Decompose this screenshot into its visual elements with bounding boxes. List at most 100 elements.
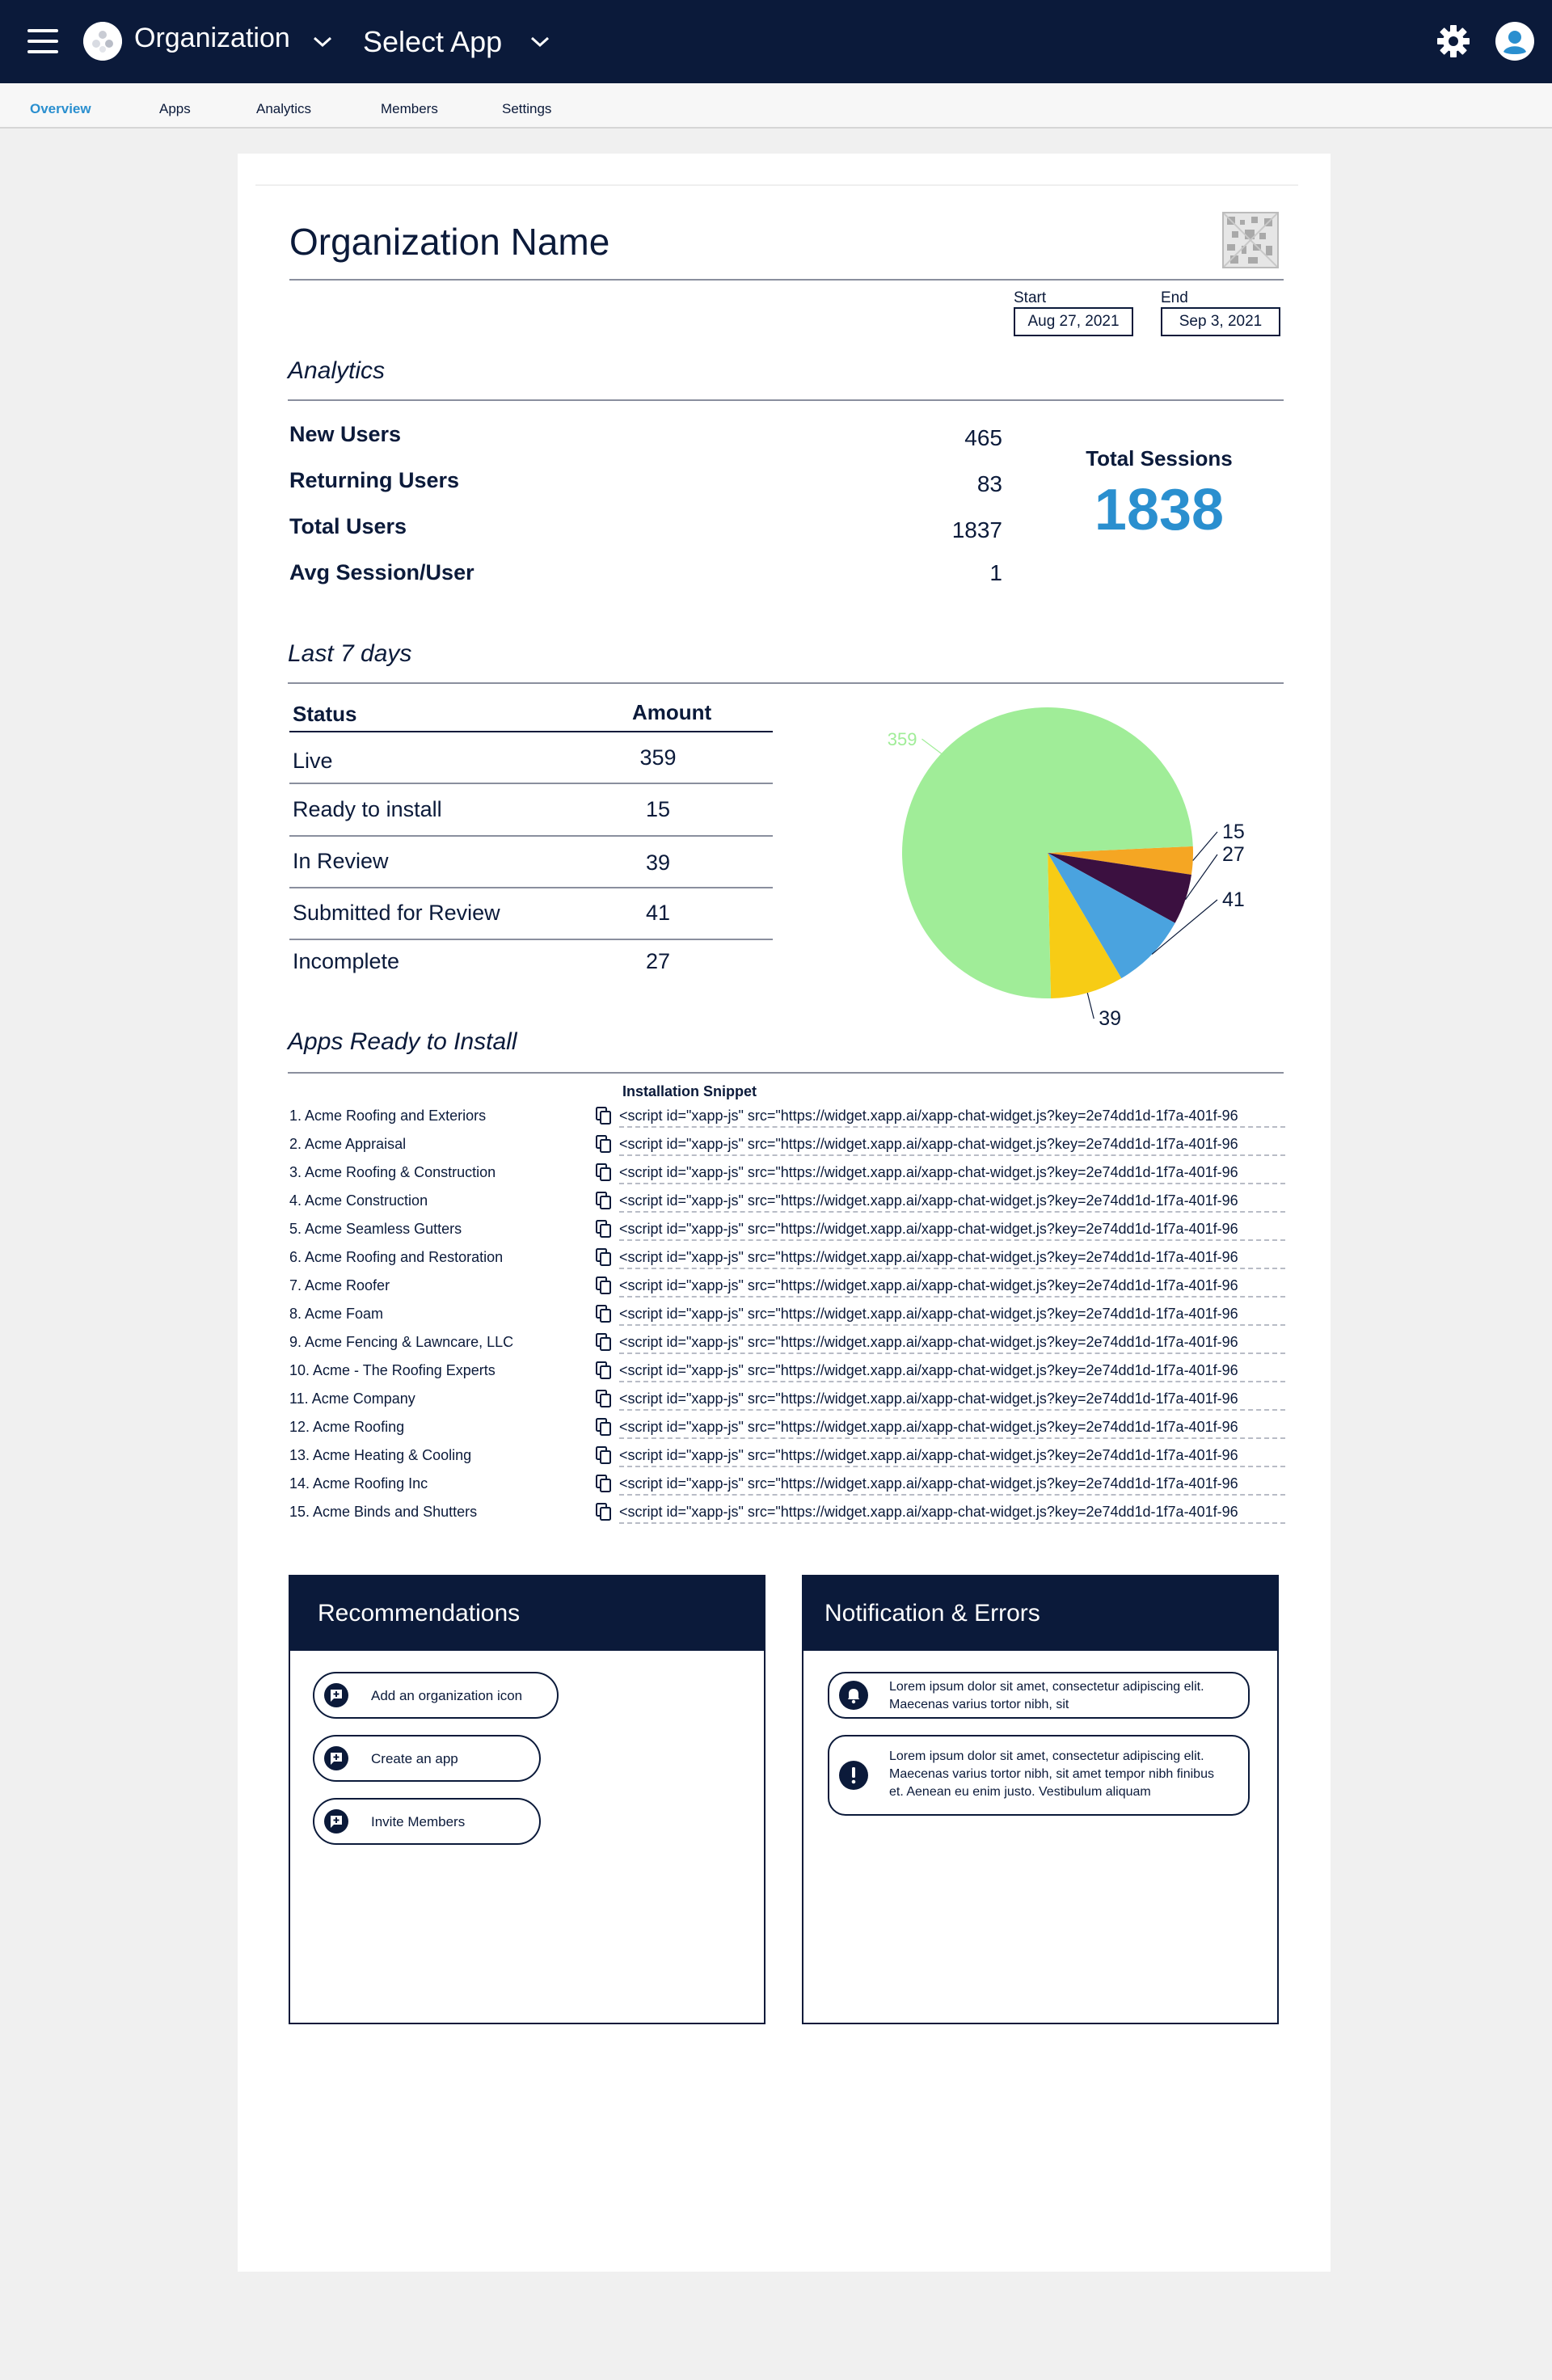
organization-logo[interactable]: [83, 22, 122, 61]
installation-snippet[interactable]: <script id="xapp-js" src="https://widget…: [619, 1447, 1285, 1467]
app-name: 13. Acme Heating & Cooling: [289, 1447, 472, 1463]
chevron-down-icon[interactable]: [311, 34, 334, 50]
pie-slice: [902, 707, 1193, 998]
qr-code-image[interactable]: [1222, 212, 1279, 268]
tab-apps[interactable]: Apps: [159, 101, 191, 116]
metric-avg-session-value: 1: [989, 560, 1002, 585]
installation-snippet[interactable]: <script id="xapp-js" src="https://widget…: [619, 1277, 1285, 1298]
notification-item[interactable]: Lorem ipsum dolor sit amet, consectetur …: [828, 1672, 1250, 1719]
installation-snippet[interactable]: <script id="xapp-js" src="https://widget…: [619, 1249, 1285, 1269]
pie-data-label: 27: [1222, 843, 1245, 866]
menu-icon[interactable]: [27, 29, 58, 53]
table-divider: [289, 939, 773, 940]
installation-snippet[interactable]: <script id="xapp-js" src="https://widget…: [619, 1419, 1285, 1439]
metric-returning-users-value: 83: [976, 471, 1002, 496]
copy-icon[interactable]: [595, 1304, 613, 1323]
app-name: 14. Acme Roofing Inc: [289, 1475, 428, 1492]
tab-overview[interactable]: Overview: [30, 101, 91, 116]
total-sessions-value: 1838: [1094, 478, 1225, 542]
pie-data-label: 41: [1222, 888, 1245, 911]
select-app-dropdown[interactable]: Select App: [363, 25, 503, 58]
installation-snippet[interactable]: <script id="xapp-js" src="https://widget…: [619, 1475, 1285, 1496]
metric-new-users-label: New Users: [289, 422, 402, 446]
divider: [289, 279, 1284, 281]
installation-snippet[interactable]: <script id="xapp-js" src="https://widget…: [619, 1362, 1285, 1382]
copy-icon[interactable]: [595, 1191, 613, 1210]
tab-bar: Overview Apps Analytics Members Settings: [0, 83, 1552, 129]
installation-snippet[interactable]: <script id="xapp-js" src="https://widget…: [619, 1192, 1285, 1213]
app-name: 6. Acme Roofing and Restoration: [289, 1249, 504, 1265]
pie-leader-line: [922, 738, 942, 754]
invite-members-button[interactable]: Invite Members: [313, 1798, 541, 1845]
copy-icon[interactable]: [595, 1219, 613, 1239]
start-date-label: Start: [1014, 289, 1047, 306]
app-name: 2. Acme Appraisal: [289, 1136, 407, 1152]
app-name: 4. Acme Construction: [289, 1192, 428, 1209]
recommendation-label: Create an app: [371, 1751, 458, 1766]
pie-slice: [1048, 853, 1122, 998]
copy-icon[interactable]: [595, 1389, 613, 1408]
add-comment-icon: [324, 1746, 348, 1770]
pie-slice: [1048, 853, 1175, 979]
copy-icon[interactable]: [595, 1445, 613, 1465]
app-name: 12. Acme Roofing: [289, 1419, 405, 1435]
metric-total-users-value: 1837: [951, 517, 1002, 542]
copy-icon[interactable]: [595, 1332, 613, 1352]
installation-snippet[interactable]: <script id="xapp-js" src="https://widget…: [619, 1136, 1285, 1156]
notifications-panel: Notification & Errors Lorem ipsum dolor …: [802, 1575, 1279, 2024]
table-row-amount: 27: [645, 949, 671, 973]
table-row-amount: 15: [645, 797, 671, 821]
top-bar: Organization Select App: [0, 0, 1552, 83]
copy-icon[interactable]: [595, 1247, 613, 1267]
table-row-status: Incomplete: [293, 949, 400, 973]
installation-snippet[interactable]: <script id="xapp-js" src="https://widget…: [619, 1164, 1285, 1184]
metric-new-users-value: 465: [964, 425, 1002, 450]
app-name: 15. Acme Binds and Shutters: [289, 1504, 478, 1520]
table-row-amount: 359: [639, 745, 677, 770]
recommendations-panel: Recommendations Add an organization icon…: [289, 1575, 765, 2024]
table-row-amount: 41: [645, 901, 671, 925]
installation-snippet[interactable]: <script id="xapp-js" src="https://widget…: [619, 1334, 1285, 1354]
copy-icon[interactable]: [595, 1276, 613, 1295]
copy-icon[interactable]: [595, 1134, 613, 1154]
tab-members[interactable]: Members: [381, 101, 438, 116]
installation-snippet[interactable]: <script id="xapp-js" src="https://widget…: [619, 1108, 1285, 1128]
installation-snippet[interactable]: <script id="xapp-js" src="https://widget…: [619, 1306, 1285, 1326]
analytics-heading: Analytics: [288, 357, 386, 384]
end-date-field[interactable]: Sep 3, 2021: [1161, 307, 1280, 336]
copy-icon[interactable]: [595, 1417, 613, 1437]
add-organization-icon-button[interactable]: Add an organization icon: [313, 1672, 559, 1719]
user-avatar-icon[interactable]: [1495, 22, 1534, 61]
tab-analytics[interactable]: Analytics: [256, 101, 312, 116]
copy-icon[interactable]: [595, 1106, 613, 1125]
notifications-heading: Notification & Errors: [803, 1576, 1277, 1651]
metric-returning-users-label: Returning Users: [289, 468, 460, 492]
add-comment-icon: [324, 1683, 348, 1707]
start-date-field[interactable]: Aug 27, 2021: [1014, 307, 1133, 336]
table-divider: [289, 835, 773, 837]
copy-icon[interactable]: [595, 1361, 613, 1380]
installation-snippet-header: Installation Snippet: [622, 1083, 757, 1099]
chevron-down-icon[interactable]: [529, 34, 551, 50]
create-app-button[interactable]: Create an app: [313, 1735, 541, 1782]
copy-icon[interactable]: [595, 1163, 613, 1182]
app-name: 11. Acme Company: [289, 1390, 415, 1407]
copy-icon[interactable]: [595, 1474, 613, 1493]
table-header-status: Status: [293, 702, 357, 726]
table-row-status: In Review: [293, 849, 389, 873]
app-name: 10. Acme - The Roofing Experts: [289, 1362, 496, 1378]
installation-snippet[interactable]: <script id="xapp-js" src="https://widget…: [619, 1504, 1285, 1524]
pie-leader-line: [1192, 831, 1218, 861]
installation-snippet[interactable]: <script id="xapp-js" src="https://widget…: [619, 1390, 1285, 1411]
tab-settings[interactable]: Settings: [502, 101, 552, 116]
organization-name[interactable]: Organization: [134, 23, 290, 53]
installation-snippet[interactable]: <script id="xapp-js" src="https://widget…: [619, 1221, 1285, 1241]
error-item[interactable]: Lorem ipsum dolor sit amet, consectetur …: [828, 1735, 1250, 1816]
pie-data-label: 39: [1099, 1007, 1121, 1030]
pie-slice: [1048, 853, 1191, 923]
total-sessions-label: Total Sessions: [1086, 446, 1233, 471]
recommendation-label: Invite Members: [371, 1814, 466, 1829]
copy-icon[interactable]: [595, 1502, 613, 1521]
gear-icon[interactable]: [1436, 23, 1471, 59]
